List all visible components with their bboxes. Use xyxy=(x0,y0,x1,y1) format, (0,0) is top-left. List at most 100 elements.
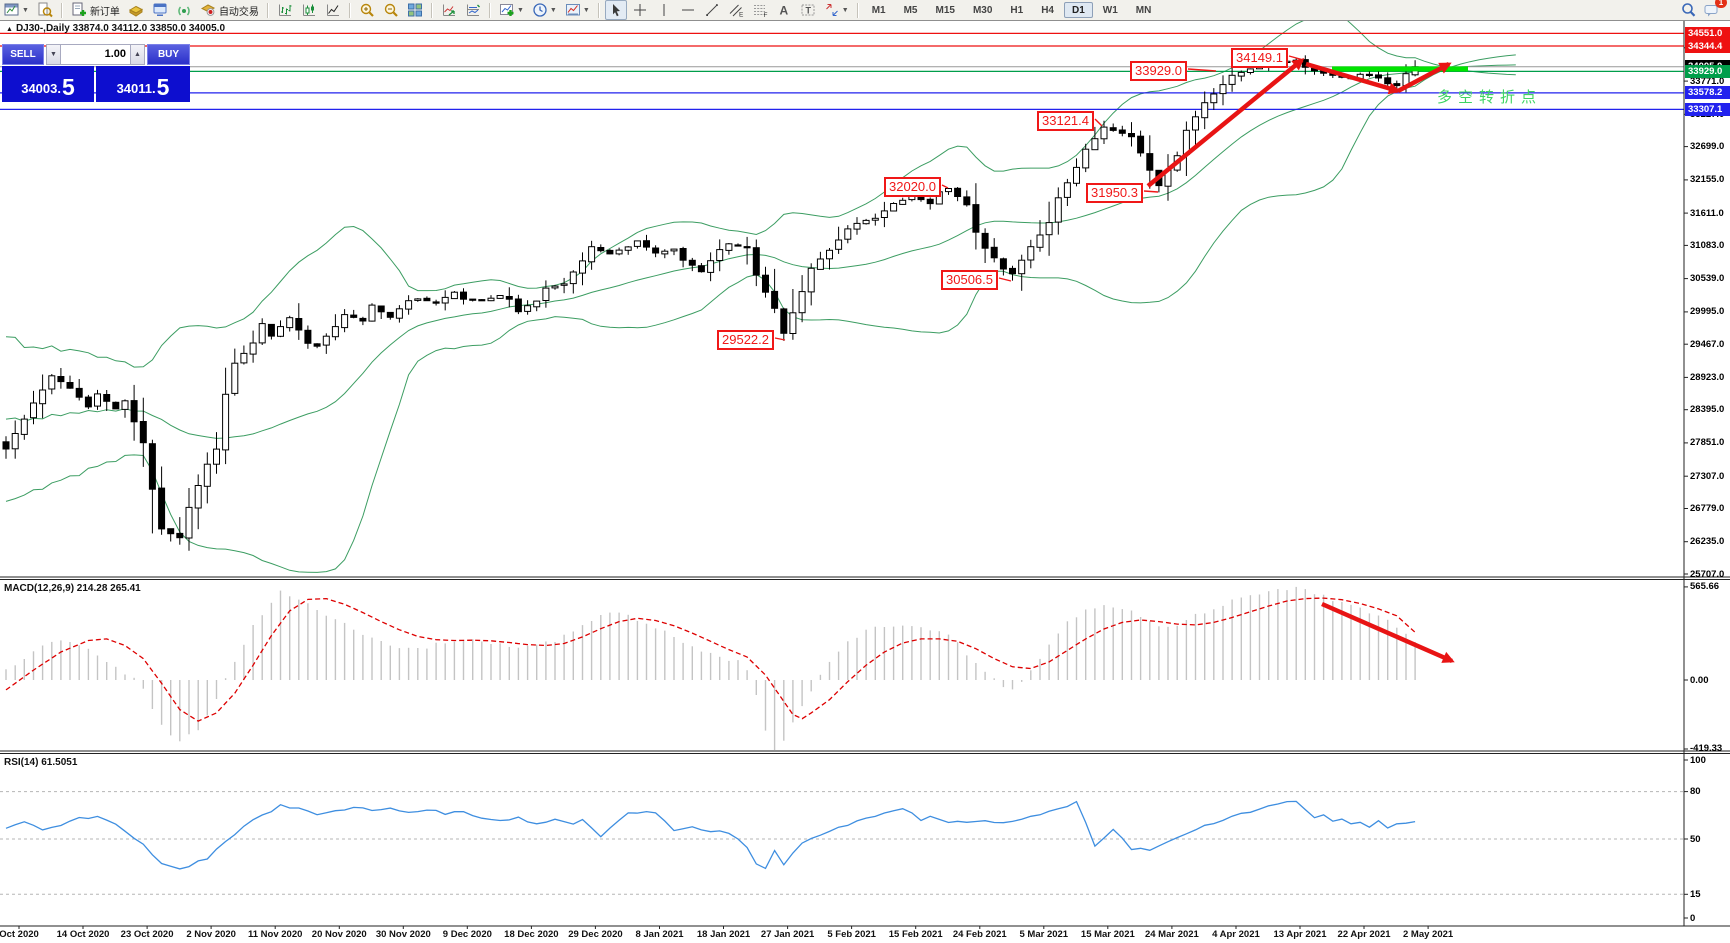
volume-decrease-button[interactable]: ▼ xyxy=(46,44,61,65)
horizontal-line-tool-button[interactable] xyxy=(677,0,699,20)
price-annotation-34149.1[interactable]: 34149.1 xyxy=(1231,48,1288,68)
auto-trading-button[interactable]: 自动交易 xyxy=(197,0,262,20)
sell-price[interactable]: 34003. 5 xyxy=(2,66,94,102)
crosshair-tool-button[interactable] xyxy=(629,0,651,20)
crosshair-icon xyxy=(632,2,648,18)
sell-button[interactable]: SELL xyxy=(2,44,44,65)
one-click-trading-panel: SELL ▼ 1.00 ▲ BUY 34003. 5 34011. 5 xyxy=(2,44,190,102)
new-order-button[interactable]: 新订单 xyxy=(68,0,123,20)
timeframe-m15-button[interactable]: M15 xyxy=(928,2,963,18)
new-order-label: 新订单 xyxy=(89,6,120,18)
price-annotation-32020.0[interactable]: 32020.0 xyxy=(884,177,941,197)
bollinger-bands xyxy=(5,21,1516,573)
timeframe-m30-button[interactable]: M30 xyxy=(965,2,1000,18)
candlestick-chart-button[interactable] xyxy=(298,0,320,20)
buy-button[interactable]: BUY xyxy=(147,44,190,65)
cursor-tool-button[interactable] xyxy=(604,0,627,20)
search-button[interactable] xyxy=(1677,0,1699,20)
volume-input[interactable]: 1.00 xyxy=(61,44,130,65)
text-icon: A xyxy=(776,2,792,18)
timeframe-h4-button[interactable]: H4 xyxy=(1033,2,1062,18)
buy-price-frac: 5 xyxy=(156,74,170,100)
templates-button[interactable]: ▼ xyxy=(562,0,593,20)
zoom-out-button[interactable] xyxy=(380,0,402,20)
timeframe-m1-button[interactable]: M1 xyxy=(864,2,894,18)
trend-arrow-1[interactable] xyxy=(1146,58,1305,188)
trendline-tool-button[interactable] xyxy=(701,0,723,20)
sell-price-int: 34003. xyxy=(21,81,61,96)
bar-chart-button[interactable] xyxy=(274,0,296,20)
channel-icon: E xyxy=(728,2,744,19)
data-window-button[interactable] xyxy=(149,0,171,20)
price-axis-label: 25707.0 xyxy=(1690,568,1725,580)
timeframe-d1-button[interactable]: D1 xyxy=(1064,2,1093,18)
svg-text:E: E xyxy=(739,12,744,19)
timeframe-m5-button[interactable]: M5 xyxy=(896,2,926,18)
market-watch-button[interactable] xyxy=(125,0,147,20)
hline-icon xyxy=(680,2,696,18)
trend-arrow-4[interactable] xyxy=(1321,601,1455,664)
trendline-icon xyxy=(704,2,720,18)
zoom-out-icon xyxy=(383,2,399,18)
add-indicator-button[interactable]: ▼ xyxy=(496,0,527,20)
sell-price-frac: 5 xyxy=(61,74,75,100)
line-chart-button[interactable] xyxy=(322,0,344,20)
price-flag-34551: 34551.0 xyxy=(1685,26,1730,40)
arrows-tool-button[interactable]: ▼ xyxy=(821,0,852,20)
bollinger-lower-band xyxy=(5,54,1516,573)
chart-note-text[interactable]: 多空转折点 xyxy=(1437,89,1543,106)
date-axis-label: 15 Feb 2021 xyxy=(888,929,943,940)
trend-arrow-3[interactable] xyxy=(1396,62,1452,93)
timeframe-h1-button[interactable]: H1 xyxy=(1002,2,1031,18)
price-annotation-33929.0[interactable]: 33929.0 xyxy=(1130,61,1187,81)
toolbar-separator xyxy=(488,2,491,18)
price-annotation-29522.2[interactable]: 29522.2 xyxy=(717,330,774,350)
chart-title: ▲ DJ30-,Daily 33874.0 34112.0 33850.0 340… xyxy=(6,23,226,34)
green-trend-segment[interactable] xyxy=(1332,66,1468,72)
indicator-separate-button[interactable] xyxy=(462,0,484,20)
price-annotation-31950.3[interactable]: 31950.3 xyxy=(1086,183,1143,203)
toolbar-separator xyxy=(597,2,600,18)
price-annotation-33121.4[interactable]: 33121.4 xyxy=(1037,111,1094,131)
price-axis-label: 30539.0 xyxy=(1690,273,1725,285)
profiles-button[interactable] xyxy=(34,0,56,20)
toolbar: ▼ 新订单 自动交易 ▼ ▼ ▼ E F A T ▼ M1 M5 M15 M30 H1 H4 D1 W1 MN 1 xyxy=(0,0,1730,21)
price-annotation-30506.5[interactable]: 30506.5 xyxy=(941,270,998,290)
trend-arrow-2[interactable] xyxy=(1305,61,1401,95)
svg-text:F: F xyxy=(763,12,767,18)
equidistant-channel-tool-button[interactable]: E xyxy=(725,0,747,20)
vertical-line-tool-button[interactable] xyxy=(653,0,675,20)
text-tool-button[interactable]: A xyxy=(773,0,795,20)
svg-text:A: A xyxy=(779,4,788,18)
notifications-button[interactable]: 1 xyxy=(1701,0,1727,20)
chart-window-icon xyxy=(4,2,20,18)
candle-chart-icon xyxy=(301,2,317,18)
navigator-icon xyxy=(176,2,192,18)
price-flag-33307.1: 33307.1 xyxy=(1685,102,1730,116)
navigator-button[interactable] xyxy=(173,0,195,20)
date-axis-label: Oct 2020 xyxy=(0,929,39,940)
fibonacci-tool-button[interactable]: F xyxy=(749,0,771,20)
volume-increase-button[interactable]: ▲ xyxy=(130,44,145,65)
symbol-marker-icon: ▲ xyxy=(6,26,13,33)
annotation-callout xyxy=(1094,118,1103,127)
indicator-window-button[interactable] xyxy=(438,0,460,20)
buy-price[interactable]: 34011. 5 xyxy=(96,66,190,102)
period-icon xyxy=(532,2,548,18)
price-flag-33578.2: 33578.2 xyxy=(1685,86,1730,100)
new-chart-button[interactable]: ▼ xyxy=(1,0,32,20)
price-axis-label: 32699.0 xyxy=(1690,141,1725,153)
periods-button[interactable]: ▼ xyxy=(529,0,560,20)
text-label-tool-button[interactable]: T xyxy=(797,0,819,20)
search-icon xyxy=(1680,2,1696,18)
zoom-in-button[interactable] xyxy=(356,0,378,20)
date-axis-label: 18 Jan 2021 xyxy=(696,929,751,940)
toolbar-separator xyxy=(430,2,433,18)
date-axis-label: 24 Feb 2021 xyxy=(952,929,1007,940)
timeframe-w1-button[interactable]: W1 xyxy=(1095,2,1126,18)
tile-windows-button[interactable] xyxy=(404,0,426,20)
date-axis-label: 5 Feb 2021 xyxy=(827,929,876,940)
timeframe-mn-button[interactable]: MN xyxy=(1128,2,1160,18)
date-axis-label: 30 Nov 2020 xyxy=(375,929,431,940)
